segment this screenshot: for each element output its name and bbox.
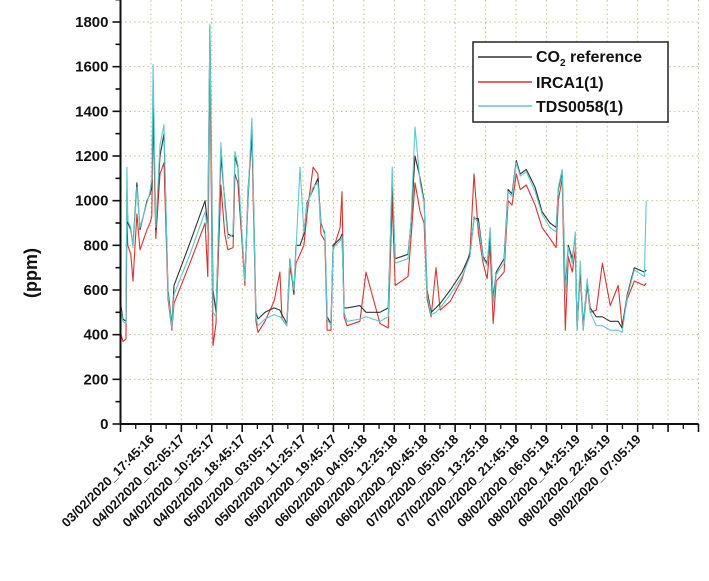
y-tick-label: 1200 [75,148,108,165]
series-line-tds0058-1- [119,23,647,333]
y-tick-label: 800 [83,237,108,254]
y-tick-label: 600 [83,282,108,299]
y-axis-title: (ppm) [21,248,41,298]
y-tick-label: 400 [83,327,108,344]
series-lines [119,23,647,347]
legend-label-co2-reference: CO2 reference [536,49,642,69]
legend: CO2 reference IRCA1(1) TDS0058(1) [472,41,669,123]
y-tick-label: 0 [100,416,108,433]
y-tick-label: 1800 [75,14,108,31]
y-tick-label: 200 [83,371,108,388]
axes: 03/02/2020_17:45:1604/02/2020_02:05:1704… [59,0,700,530]
grid [120,0,699,424]
y-tick-label: 1400 [75,103,108,120]
legend-label-irca1: IRCA1(1) [536,75,604,92]
y-tick-label: 1000 [75,193,108,210]
y-tick-label: 1600 [75,59,108,76]
legend-label-tds0058: TDS0058(1) [536,99,623,116]
